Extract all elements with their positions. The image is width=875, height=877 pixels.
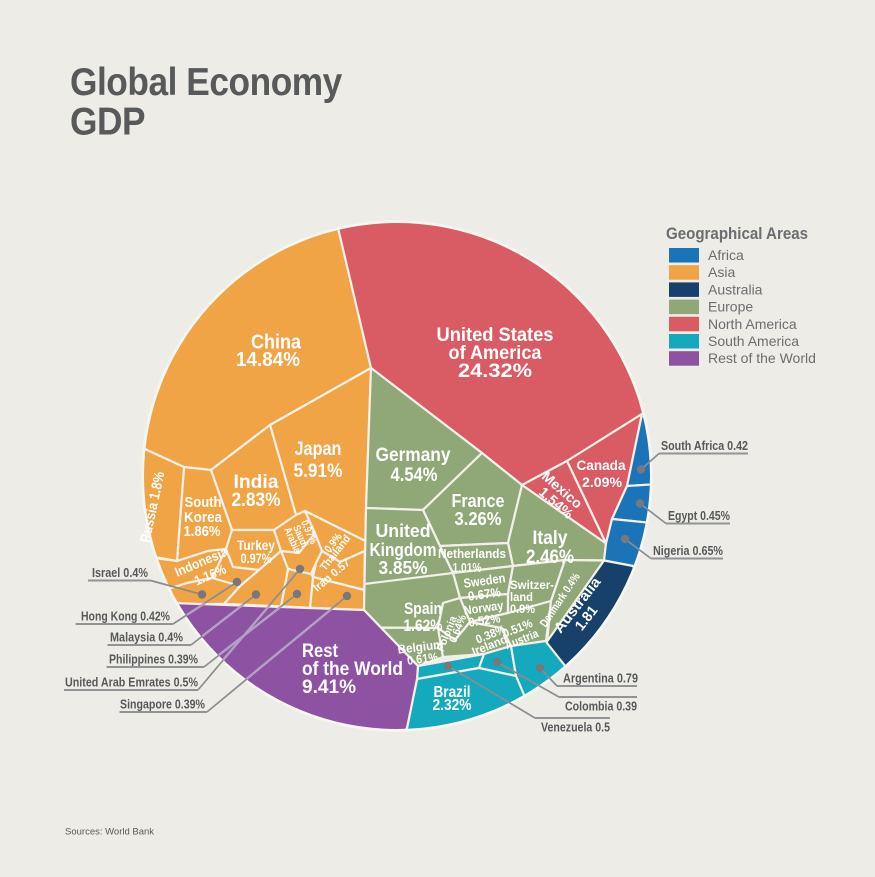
svg-text:Italy: Italy bbox=[533, 528, 568, 549]
svg-text:Australia: Australia bbox=[708, 281, 763, 297]
svg-text:Germany: Germany bbox=[376, 445, 451, 466]
svg-text:Turkey: Turkey bbox=[237, 538, 275, 553]
svg-text:GDP: GDP bbox=[70, 100, 145, 143]
svg-text:Spain: Spain bbox=[404, 599, 442, 618]
svg-text:Israel 0.4%: Israel 0.4% bbox=[92, 566, 148, 580]
svg-text:Geographical Areas: Geographical Areas bbox=[666, 225, 808, 243]
svg-text:Europe: Europe bbox=[708, 299, 753, 315]
svg-text:Norway: Norway bbox=[463, 598, 505, 617]
svg-text:United: United bbox=[376, 521, 431, 541]
svg-text:Asia: Asia bbox=[708, 264, 735, 280]
svg-text:0.97%: 0.97% bbox=[241, 551, 272, 566]
svg-text:2.83%: 2.83% bbox=[232, 490, 281, 511]
svg-text:Argentina 0.79: Argentina 0.79 bbox=[563, 672, 638, 686]
svg-text:Belgium: Belgium bbox=[397, 637, 444, 657]
svg-text:2.46%: 2.46% bbox=[526, 547, 574, 568]
svg-text:Colombia 0.39: Colombia 0.39 bbox=[565, 700, 637, 714]
svg-text:Netherlands: Netherlands bbox=[438, 547, 506, 561]
svg-text:United States: United States bbox=[437, 325, 554, 346]
svg-text:0.52%: 0.52% bbox=[468, 611, 502, 629]
svg-text:of America: of America bbox=[449, 343, 542, 364]
svg-text:0.61%: 0.61% bbox=[406, 650, 438, 668]
svg-text:Sources: World Bank: Sources: World Bank bbox=[65, 827, 154, 838]
svg-text:14.84%: 14.84% bbox=[236, 349, 300, 371]
svg-text:Rest: Rest bbox=[302, 641, 339, 662]
svg-text:Switzer-: Switzer- bbox=[510, 578, 554, 592]
svg-text:Malaysia 0.4%: Malaysia 0.4% bbox=[110, 631, 183, 645]
svg-text:Brazil: Brazil bbox=[434, 684, 471, 701]
svg-text:Rest of the World: Rest of the World bbox=[708, 350, 816, 366]
svg-text:Philippines 0.39%: Philippines 0.39% bbox=[109, 653, 198, 667]
svg-text:of the World: of the World bbox=[302, 659, 403, 680]
svg-text:Kingdom: Kingdom bbox=[370, 540, 437, 560]
svg-text:United Arab Emrates 0.5%: United Arab Emrates 0.5% bbox=[65, 676, 198, 690]
svg-text:South: South bbox=[185, 495, 222, 511]
svg-text:Canada: Canada bbox=[577, 457, 626, 473]
svg-text:North America: North America bbox=[708, 316, 797, 332]
svg-text:Egypt 0.45%: Egypt 0.45% bbox=[668, 509, 730, 523]
svg-text:2.32%: 2.32% bbox=[433, 697, 472, 714]
svg-text:Korea: Korea bbox=[184, 510, 223, 526]
svg-text:2.09%: 2.09% bbox=[582, 474, 623, 490]
svg-text:3.26%: 3.26% bbox=[455, 509, 502, 529]
svg-text:4.54%: 4.54% bbox=[391, 465, 438, 486]
svg-text:0.9%: 0.9% bbox=[510, 602, 535, 616]
svg-text:0.67%: 0.67% bbox=[467, 584, 502, 603]
svg-text:China: China bbox=[251, 332, 302, 354]
svg-text:land: land bbox=[510, 590, 533, 604]
svg-text:South America: South America bbox=[708, 333, 799, 349]
svg-text:Singapore 0.39%: Singapore 0.39% bbox=[120, 698, 205, 712]
svg-text:9.41%: 9.41% bbox=[302, 677, 356, 698]
svg-text:France: France bbox=[452, 491, 505, 511]
svg-text:24.32%: 24.32% bbox=[458, 361, 532, 382]
svg-text:Nigeria 0.65%: Nigeria 0.65% bbox=[653, 544, 723, 558]
svg-text:Global Economy: Global Economy bbox=[70, 60, 343, 103]
svg-text:1.62%: 1.62% bbox=[404, 616, 443, 635]
svg-text:South Africa 0.42: South Africa 0.42 bbox=[661, 439, 748, 453]
svg-text:5.91%: 5.91% bbox=[294, 461, 343, 482]
svg-text:1.86%: 1.86% bbox=[184, 524, 221, 540]
svg-text:Africa: Africa bbox=[708, 247, 744, 263]
svg-text:3.85%: 3.85% bbox=[379, 558, 428, 578]
svg-text:1.01%: 1.01% bbox=[453, 561, 482, 575]
svg-text:Venezuela 0.5: Venezuela 0.5 bbox=[541, 721, 610, 735]
svg-text:Sweden: Sweden bbox=[463, 570, 507, 591]
svg-text:India: India bbox=[234, 472, 279, 493]
svg-text:Japan: Japan bbox=[295, 439, 342, 460]
svg-text:Hong Kong 0.42%: Hong Kong 0.42% bbox=[81, 610, 170, 624]
